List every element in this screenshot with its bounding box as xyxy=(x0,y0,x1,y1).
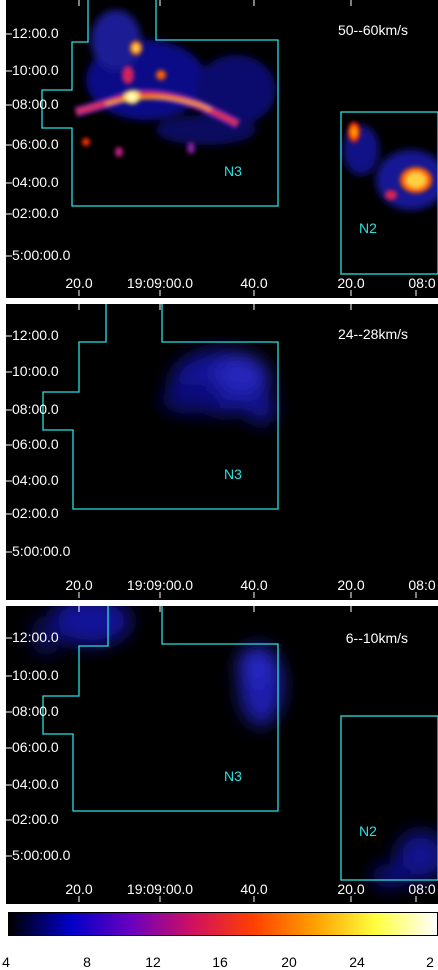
channel-map-panel-1: 50--60km/s N3 N2 12:00.0 10:00.0 08:00.0… xyxy=(6,0,438,298)
colorbar-tick-label: 20 xyxy=(281,954,297,970)
y-tick-label: 5:00:00.0 xyxy=(12,847,71,863)
y-tick-label: 10:00.0 xyxy=(12,62,59,78)
velocity-label: 6--10km/s xyxy=(345,630,408,646)
colorbar-tick-label: 12 xyxy=(145,954,161,970)
colorbar-tick-label: 24 xyxy=(349,954,365,970)
x-tick-label: 20.0 xyxy=(65,881,93,897)
y-tick-label: 5:00:00.0 xyxy=(12,247,71,263)
x-tick-label: 19:09:00.0 xyxy=(126,275,194,291)
colorbar-tick-label: 4 xyxy=(2,954,10,970)
colorbar xyxy=(8,912,438,936)
y-tick-label: 06:00.0 xyxy=(12,136,59,152)
x-tick-label: 19:09:00.0 xyxy=(126,577,194,593)
y-tick-label: 08:00.0 xyxy=(12,703,59,719)
y-tick-label: 12:00.0 xyxy=(12,327,59,343)
y-tick-label: 04:00.0 xyxy=(12,472,59,488)
y-tick-label: 04:00.0 xyxy=(12,174,59,190)
y-tick-label: 02:00.0 xyxy=(12,811,59,827)
region-label-n3: N3 xyxy=(224,163,242,179)
y-tick-label: 02:00.0 xyxy=(12,505,59,521)
y-tick-label: 08:00.0 xyxy=(12,96,59,112)
region-label-n3: N3 xyxy=(224,768,242,784)
region-n3-outline xyxy=(42,606,279,812)
region-n3-outline xyxy=(42,304,279,510)
x-tick-label: 20.0 xyxy=(337,577,365,593)
x-tick-label: 20.0 xyxy=(337,881,365,897)
velocity-label: 24--28km/s xyxy=(337,326,408,342)
colorbar-tick-label: 2 xyxy=(426,954,434,970)
channel-map-panel-2: 24--28km/s N3 12:00.0 10:00.0 08:00.0 06… xyxy=(6,304,438,600)
x-tick-label: 08:0 xyxy=(408,881,436,897)
y-tick-label: 12:00.0 xyxy=(12,629,59,645)
region-label-n2: N2 xyxy=(359,823,377,839)
x-tick-label: 40.0 xyxy=(240,881,268,897)
region-label-n2: N2 xyxy=(359,220,377,236)
region-n2-outline xyxy=(340,111,438,275)
panel-2-emission xyxy=(6,304,417,598)
x-tick-label: 20.0 xyxy=(337,275,365,291)
y-tick-label: 10:00.0 xyxy=(12,363,59,379)
region-n2-outline xyxy=(340,715,438,881)
panel-3-emission xyxy=(6,606,438,902)
x-tick-label: 19:09:00.0 xyxy=(126,881,194,897)
region-label-n3: N3 xyxy=(224,466,242,482)
colorbar-tick-label: 16 xyxy=(212,954,228,970)
x-tick-label: 20.0 xyxy=(65,275,93,291)
y-tick-label: 10:00.0 xyxy=(12,667,59,683)
panel-1-emission xyxy=(6,0,438,296)
y-tick-label: 08:00.0 xyxy=(12,401,59,417)
x-tick-label: 08:0 xyxy=(408,275,436,291)
y-tick-label: 12:00.0 xyxy=(12,25,59,41)
channel-map-panel-3: 6--10km/s N3 N2 12:00.0 10:00.0 08:00.0 … xyxy=(6,606,438,904)
y-tick-label: 04:00.0 xyxy=(12,776,59,792)
region-n3-outline xyxy=(41,0,279,207)
y-tick-label: 06:00.0 xyxy=(12,739,59,755)
x-tick-label: 20.0 xyxy=(65,577,93,593)
y-tick-label: 02:00.0 xyxy=(12,205,59,221)
x-tick-label: 40.0 xyxy=(240,275,268,291)
y-tick-label: 06:00.0 xyxy=(12,436,59,452)
colorbar-tick-label: 8 xyxy=(83,954,91,970)
y-tick-label: 5:00:00.0 xyxy=(12,543,71,559)
velocity-label: 50--60km/s xyxy=(337,22,408,38)
x-tick-label: 40.0 xyxy=(240,577,268,593)
x-tick-label: 08:0 xyxy=(408,577,436,593)
